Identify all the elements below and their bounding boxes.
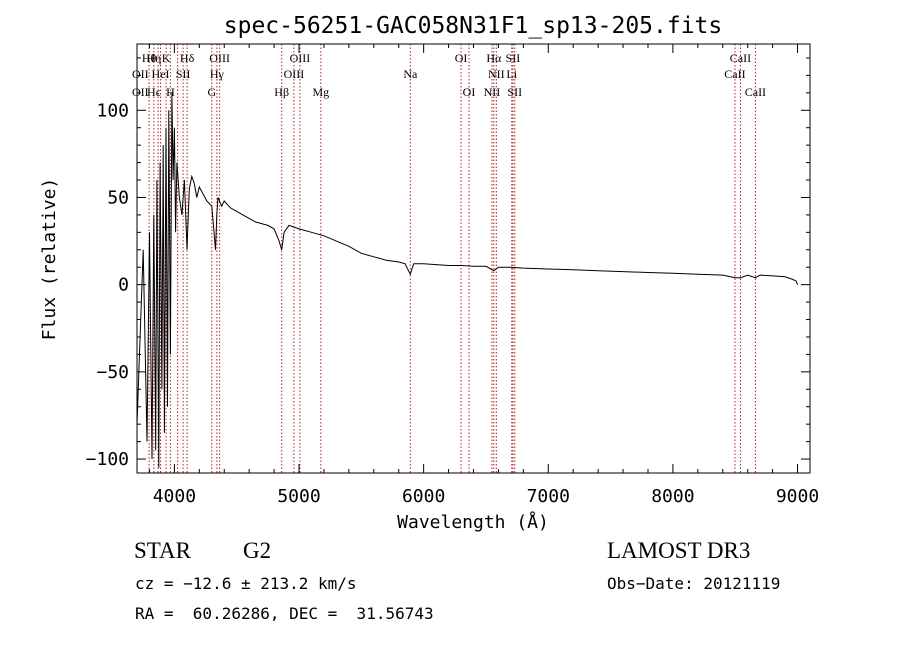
marker-label: SII [507, 85, 522, 99]
y-tick-label: 50 [107, 187, 129, 208]
marker-label: SII [506, 51, 521, 65]
marker-label: NII [484, 85, 501, 99]
x-tick-label: 8000 [651, 486, 694, 507]
marker-label: NII [488, 67, 505, 81]
marker-label: OIII [209, 51, 230, 65]
y-axis-ticks: −100 −50 0 50 100 [86, 57, 810, 470]
marker-label: Hθ [142, 51, 157, 65]
spectrum-line [136, 92, 798, 468]
marker-label: OI [455, 51, 468, 65]
coordinates: RA = 60.26286, DEC = 31.56743 [135, 604, 434, 623]
marker-label: Mg [312, 85, 329, 99]
marker-label: OIII [284, 67, 305, 81]
x-tick-label: 5000 [277, 486, 320, 507]
velocity-readout: cz = −12.6 ± 213.2 km/s [135, 574, 357, 593]
marker-label: CaII [745, 85, 766, 99]
marker-label: Hα [486, 51, 502, 65]
marker-label: OI [463, 85, 476, 99]
x-tick-label: 4000 [153, 486, 196, 507]
marker-label: Hη [146, 51, 161, 65]
marker-label: SII [176, 67, 191, 81]
obs-date: Obs−Date: 20121119 [607, 574, 781, 593]
y-tick-label: 100 [96, 100, 129, 121]
marker-label: OII [132, 85, 149, 99]
x-tick-label: 6000 [402, 486, 445, 507]
marker-label: K [162, 51, 171, 65]
marker-label: Hδ [180, 51, 195, 65]
marker-label: Hβ [274, 85, 289, 99]
marker-label: Na [403, 67, 418, 81]
survey-name: LAMOST DR3 [607, 538, 751, 563]
marker-label: Li [506, 67, 517, 81]
y-tick-label: 0 [118, 275, 129, 296]
y-tick-label: −100 [86, 449, 129, 470]
marker-label: CaII [730, 51, 751, 65]
x-tick-label: 7000 [527, 486, 570, 507]
y-tick-label: −50 [96, 362, 129, 383]
marker-label: OIII [290, 51, 311, 65]
marker-label: OII [132, 67, 149, 81]
marker-label: Hϵ [147, 85, 161, 99]
object-subclass: G2 [243, 538, 272, 563]
marker-label: CaII [724, 67, 745, 81]
marker-label: H [166, 85, 175, 99]
object-class: STAR [134, 538, 191, 563]
marker-label: Hγ [210, 67, 225, 81]
marker-label: G [207, 85, 216, 99]
x-tick-label: 9000 [776, 486, 819, 507]
emission-line-markers [148, 44, 756, 473]
plot-frame [136, 43, 811, 474]
y-axis-label: Flux (relative) [39, 178, 60, 341]
x-axis-label: Wavelength (Å) [397, 511, 549, 533]
marker-label: HeI [152, 67, 170, 81]
chart-title: spec-56251-GAC058N31F1_sp13-205.fits [224, 13, 723, 39]
x-axis-ticks: 4000 5000 6000 7000 8000 9000 [148, 44, 819, 507]
